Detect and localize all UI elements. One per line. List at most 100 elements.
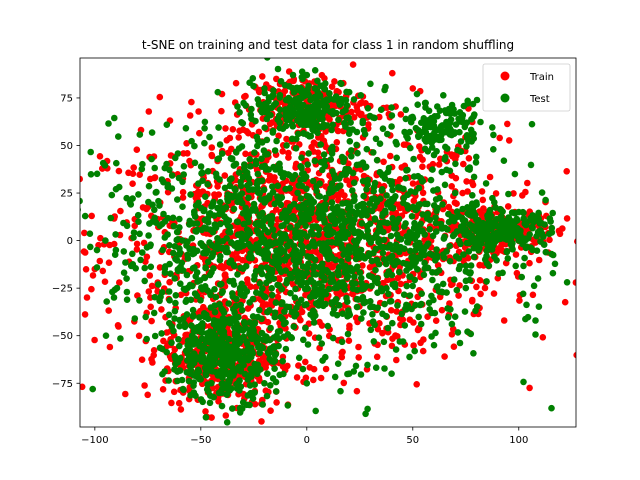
point-test-1976 xyxy=(223,370,230,378)
point-test-1568 xyxy=(237,196,244,203)
point-train-437 xyxy=(380,158,387,166)
point-train-242 xyxy=(387,307,395,314)
point-test-1038 xyxy=(376,168,384,176)
point-test-2537 xyxy=(458,112,466,119)
point-test-2355 xyxy=(343,114,350,122)
point-test-2422 xyxy=(286,114,293,121)
point-test-1049 xyxy=(381,175,389,182)
point-test-2223 xyxy=(238,119,245,126)
point-test-2198 xyxy=(485,233,493,241)
point-test-1544 xyxy=(219,237,227,245)
point-test-1410 xyxy=(221,213,228,220)
point-test-1383 xyxy=(353,303,361,311)
point-test-886 xyxy=(395,234,402,242)
point-test-1422 xyxy=(129,195,136,202)
legend-label-test: Test xyxy=(529,94,550,105)
point-test-37 xyxy=(542,196,549,204)
point-test-2345 xyxy=(293,135,300,143)
point-test-1493 xyxy=(381,365,388,372)
point-train-802 xyxy=(283,135,290,143)
point-test-2400 xyxy=(276,106,284,113)
point-test-1014 xyxy=(354,149,361,157)
point-test-2528 xyxy=(461,123,469,131)
point-test-1444 xyxy=(433,228,440,235)
point-test-1286 xyxy=(482,180,490,187)
point-test-46 xyxy=(470,173,478,181)
point-test-2213 xyxy=(491,239,498,246)
point-test-1173 xyxy=(214,155,221,163)
point-test-2199 xyxy=(480,228,488,235)
legend-label-train: Train xyxy=(529,72,554,83)
point-test-815 xyxy=(329,334,337,342)
point-test-1091 xyxy=(548,404,555,412)
point-train-418 xyxy=(41,289,48,296)
point-test-2351 xyxy=(234,103,241,110)
point-test-2438 xyxy=(286,103,294,111)
point-train-98 xyxy=(186,112,194,119)
point-test-1124 xyxy=(344,205,352,212)
point-test-2295 xyxy=(335,116,342,124)
point-test-884 xyxy=(225,300,232,307)
point-test-1949 xyxy=(229,357,236,364)
point-test-1331 xyxy=(204,181,211,188)
point-test-1230 xyxy=(310,198,318,206)
point-test-787 xyxy=(195,199,202,207)
legend: Train Test xyxy=(482,63,571,112)
point-test-2105 xyxy=(542,248,550,256)
point-test-2559 xyxy=(423,132,431,139)
point-test-2515 xyxy=(442,154,449,161)
point-test-60 xyxy=(271,232,278,239)
point-train-887 xyxy=(529,291,537,299)
point-test-1336 xyxy=(352,241,360,249)
point-test-500 xyxy=(376,140,384,147)
point-test-1175 xyxy=(238,190,246,197)
point-train-1065 xyxy=(208,151,215,159)
point-test-1000 xyxy=(73,347,80,354)
point-test-1471 xyxy=(190,220,197,227)
point-test-448 xyxy=(282,345,290,353)
point-test-2587 xyxy=(451,313,459,321)
point-test-2078 xyxy=(438,225,446,232)
point-test-441 xyxy=(188,234,196,242)
point-test-1498 xyxy=(233,149,240,156)
point-train-782 xyxy=(410,342,417,349)
point-test-2481 xyxy=(489,124,496,131)
point-train-596 xyxy=(490,290,498,297)
point-test-1945 xyxy=(190,382,197,390)
point-test-1987 xyxy=(192,392,199,400)
point-train-211 xyxy=(410,197,418,205)
point-test-1319 xyxy=(372,245,380,253)
point-train-94 xyxy=(229,126,237,133)
point-train-1319 xyxy=(292,195,300,202)
point-test-1160 xyxy=(176,215,183,223)
point-test-1442 xyxy=(304,210,311,217)
point-test-1425 xyxy=(511,170,519,178)
point-test-2566 xyxy=(413,90,421,98)
point-test-1786 xyxy=(156,344,164,352)
point-train-196 xyxy=(573,351,576,359)
point-train-689 xyxy=(455,292,462,299)
point-train-2057 xyxy=(350,114,358,121)
point-test-901 xyxy=(370,149,377,156)
point-test-2596 xyxy=(388,123,395,130)
point-test-1228 xyxy=(263,392,271,400)
point-test-1257 xyxy=(277,239,284,247)
point-test-1579 xyxy=(348,279,356,287)
point-test-183 xyxy=(105,120,112,127)
point-train-956 xyxy=(379,329,386,337)
point-test-258 xyxy=(93,264,101,271)
point-test-298 xyxy=(184,255,192,262)
point-test-1545 xyxy=(429,269,436,276)
point-test-814 xyxy=(367,326,375,334)
point-test-1822 xyxy=(259,401,267,408)
point-test-1529 xyxy=(186,245,193,253)
point-test-1924 xyxy=(197,376,204,383)
point-train-2043 xyxy=(245,129,252,137)
point-test-956 xyxy=(320,302,327,310)
point-test-1418 xyxy=(293,251,301,258)
point-test-1359 xyxy=(305,243,313,251)
point-test-1927 xyxy=(188,360,195,368)
point-test-957 xyxy=(148,129,156,136)
point-test-485 xyxy=(302,222,310,230)
point-test-1110 xyxy=(402,106,410,114)
